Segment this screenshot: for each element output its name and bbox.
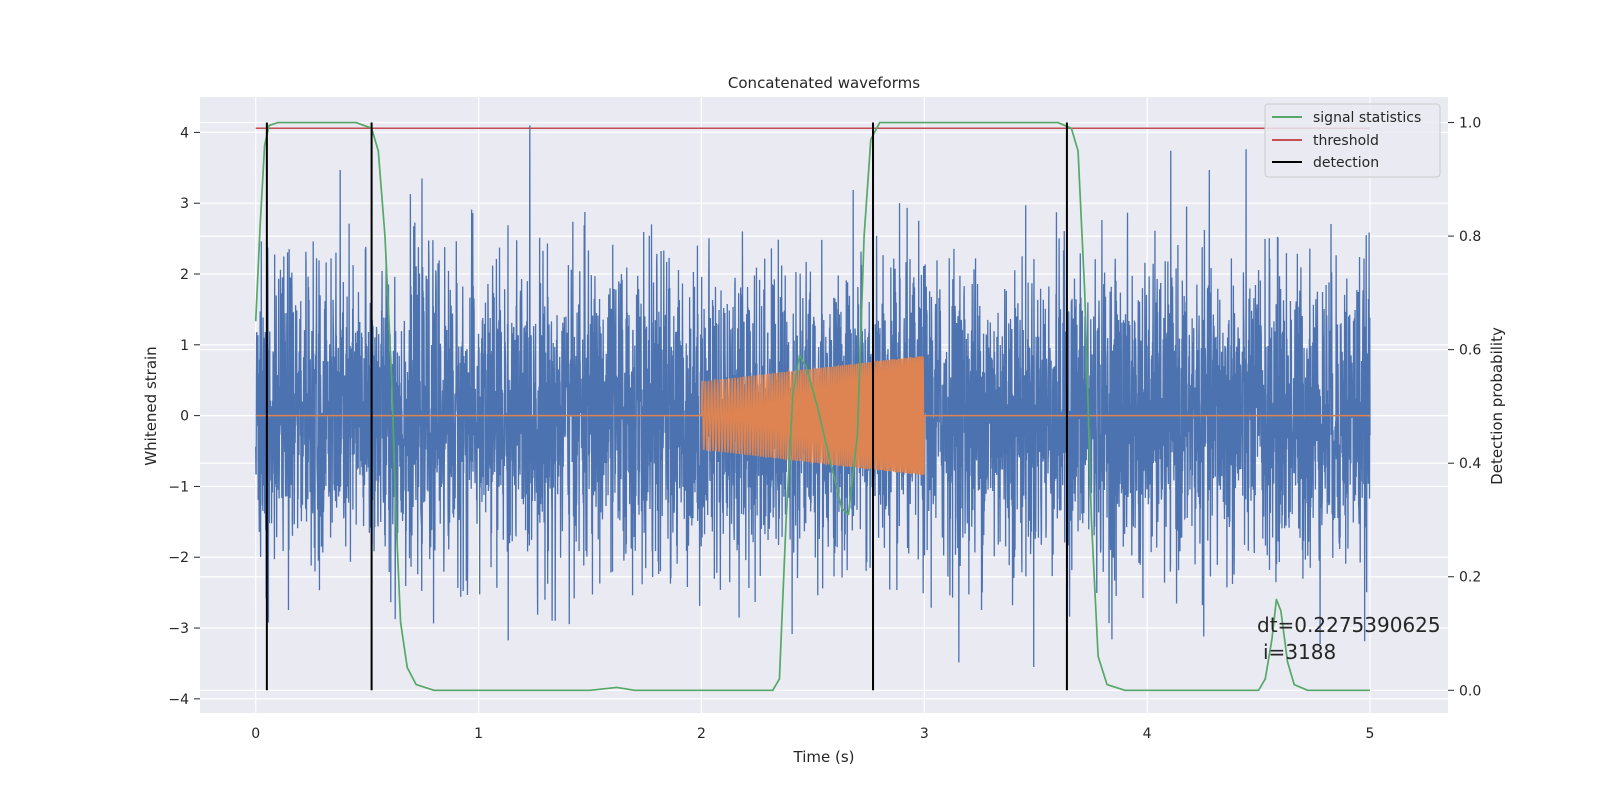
y-tick-label-left: −1 [168, 479, 189, 495]
y-tick-label-right: 1.0 [1459, 116, 1481, 132]
plot-area [254, 121, 1371, 692]
legend-box [1264, 103, 1441, 178]
y-tick-label-left: 3 [180, 196, 189, 212]
x-tick-label: 1 [474, 726, 483, 742]
legend: signal statistics threshold detection [1264, 103, 1441, 178]
y-tick-label-left: −4 [168, 692, 189, 708]
tick-labels: 0 1 2 3 4 5 −4 −3 −2 −1 0 1 2 3 4 0.0 0.2 0.4 0.6 0.8 1.0 [168, 116, 1481, 742]
x-axis-label: Time (s) [793, 748, 855, 766]
series-whitened-strain [255, 125, 1371, 668]
y-tick-label-left: 2 [180, 267, 189, 283]
y-tick-label-left: −2 [168, 550, 189, 566]
annotation-dt: dt=0.2275390625 [1257, 613, 1441, 637]
legend-label-detection: detection [1313, 155, 1379, 171]
chart-title: Concatenated waveforms [728, 74, 920, 92]
x-tick-label: 3 [920, 726, 929, 742]
data-layer [254, 121, 1371, 692]
y-tick-label-right: 0.0 [1459, 683, 1481, 699]
series-signal-statistics [254, 121, 1370, 692]
annotation-block: dt=0.2275390625 i=3188 [1257, 613, 1441, 664]
y-axis-label-right: Detection probability [1488, 327, 1506, 485]
y-tick-label-left: −3 [168, 621, 189, 637]
y-tick-label-right: 0.2 [1459, 570, 1481, 586]
y-tick-label-right: 0.8 [1459, 229, 1481, 245]
x-tick-label: 2 [697, 726, 706, 742]
y-axis-label-left: Whitened strain [142, 346, 160, 465]
y-tick-label-left: 4 [180, 125, 189, 141]
legend-label-threshold: threshold [1313, 133, 1379, 149]
annotation-i: i=3188 [1263, 640, 1336, 664]
y-tick-label-left: 0 [180, 409, 189, 425]
y-tick-label-left: 1 [180, 338, 189, 354]
x-tick-label: 5 [1366, 726, 1375, 742]
x-tick-label: 0 [251, 726, 260, 742]
y-tick-label-right: 0.6 [1459, 343, 1481, 359]
y-tick-label-right: 0.4 [1459, 456, 1481, 472]
series-injected-signal [255, 356, 1370, 475]
x-tick-label: 4 [1143, 726, 1152, 742]
legend-label-signal-statistics: signal statistics [1313, 110, 1421, 126]
